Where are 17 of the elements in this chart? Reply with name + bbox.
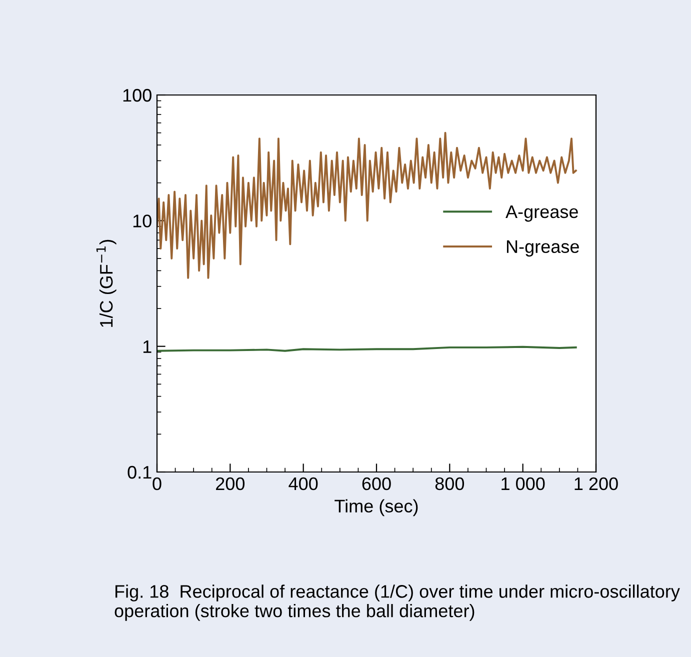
x-tick-label: 400 xyxy=(288,477,318,490)
y-tick-label: 10 xyxy=(133,214,152,228)
line-series xyxy=(157,132,577,279)
x-tick-label: 1 200 xyxy=(574,477,618,490)
x-tick-label: 1 000 xyxy=(502,477,545,490)
x-tick-label: 0 xyxy=(152,477,162,490)
y-tick-label: 0.1 xyxy=(128,466,152,479)
x-tick-label: 800 xyxy=(435,477,464,490)
legend-label: N-grease xyxy=(506,240,579,257)
y-tick-label: 100 xyxy=(123,88,152,102)
x-tick-label: 600 xyxy=(362,477,391,490)
caption: Fig. 18 Reciprocal of reactance (1/C) over time under micro-oscillatory operation (stroke two times the ball diameter) xyxy=(114,584,680,621)
y-axis-title: 1/C (GF$^{−1}$) xyxy=(96,240,116,327)
x-axis-title: Time (sec) xyxy=(334,499,418,516)
y-tick-label: 1 xyxy=(143,340,152,353)
legend-label: A-grease xyxy=(506,206,578,222)
x-tick-label: 200 xyxy=(216,477,245,490)
